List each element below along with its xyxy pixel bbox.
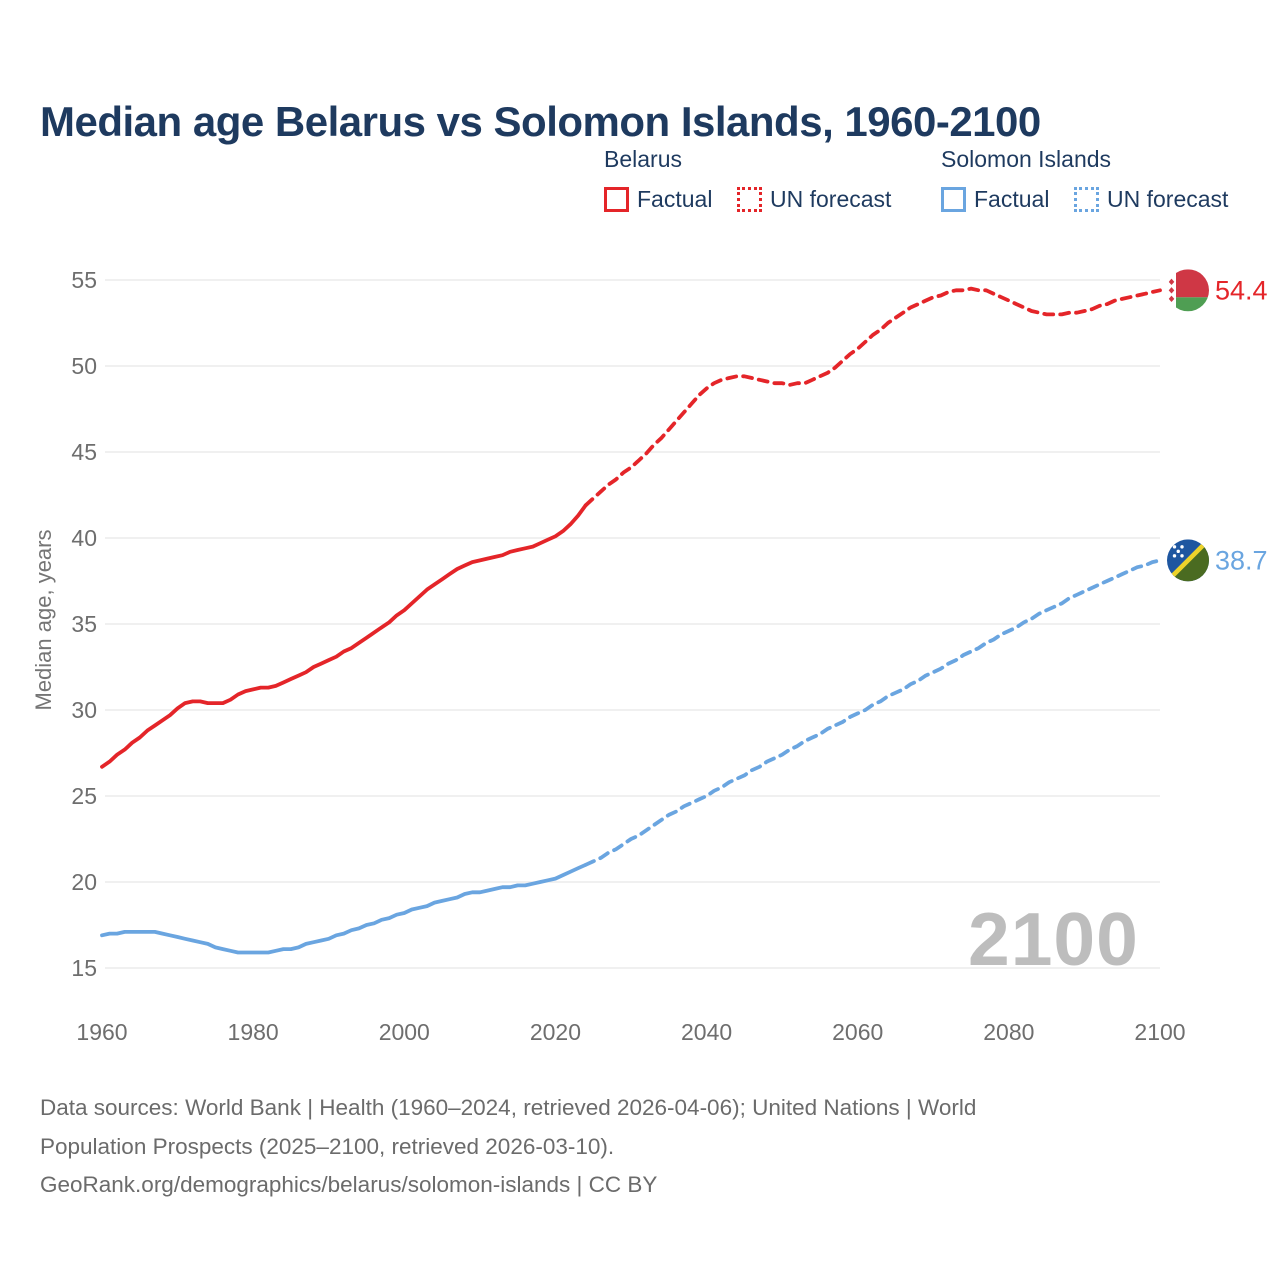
y-tick-35: 35	[71, 611, 97, 637]
legend-item-label: UN forecast	[770, 186, 892, 212]
legend-item-belarus-forecast: UN forecast	[737, 186, 891, 213]
y-tick-20: 20	[71, 869, 97, 895]
solomon-forecast-swatch-icon	[1074, 187, 1099, 212]
x-tick-2100: 2100	[1134, 1019, 1185, 1045]
belarus-forecast-swatch-icon	[737, 187, 762, 212]
series-solomon-islands-factual	[100, 862, 588, 955]
x-tick-1960: 1960	[76, 1019, 127, 1045]
legend-item-label: UN forecast	[1107, 186, 1229, 212]
y-tick-40: 40	[71, 525, 97, 551]
y-tick-50: 50	[71, 353, 97, 379]
series-belarus-forecast	[583, 286, 1162, 508]
x-tick-2000: 2000	[379, 1019, 430, 1045]
end-value-label-belarus: 54.4	[1215, 275, 1268, 305]
x-tick-1980: 1980	[228, 1019, 279, 1045]
y-tick-45: 45	[71, 439, 97, 465]
x-tick-2040: 2040	[681, 1019, 732, 1045]
belarus-flag-icon	[1167, 269, 1209, 312]
legend-item-belarus-factual: Factual	[604, 186, 712, 213]
y-tick-55: 55	[71, 267, 97, 293]
legend-item-label: Factual	[974, 186, 1050, 212]
footer-line-sources-2: Population Prospects (2025–2100, retriev…	[40, 1133, 615, 1159]
page-title: Median age Belarus vs Solomon Islands, 1…	[40, 98, 1041, 146]
series-belarus-factual	[100, 503, 588, 769]
solomon-flag-icon	[1167, 539, 1209, 582]
legend-item-solomon-forecast: UN forecast	[1074, 186, 1228, 213]
legend-group-solomon-name: Solomon Islands	[941, 146, 1112, 172]
legend-item-solomon-factual: Factual	[941, 186, 1049, 213]
legend-item-label: Factual	[637, 186, 713, 212]
solomon-factual-swatch-icon	[941, 187, 966, 212]
watermark-year: 2100	[968, 897, 1139, 981]
x-tick-2020: 2020	[530, 1019, 581, 1045]
x-tick-2080: 2080	[983, 1019, 1034, 1045]
end-value-label-solomon: 38.7	[1215, 545, 1268, 575]
series-solomon-islands-forecast	[583, 558, 1162, 867]
footer-line-sources: Data sources: World Bank | Health (1960–…	[40, 1095, 977, 1120]
y-tick-30: 30	[71, 697, 97, 723]
footer: Data sources: World Bank | Health (1960–…	[40, 1089, 976, 1205]
x-tick-2060: 2060	[832, 1019, 883, 1045]
legend-group-belarus-name: Belarus	[604, 146, 682, 172]
belarus-factual-swatch-icon	[604, 187, 629, 212]
y-tick-15: 15	[71, 955, 97, 981]
y-axis-title: Median age, years	[31, 529, 56, 711]
footer-line-attribution: GeoRank.org/demographics/belarus/solomon…	[40, 1172, 658, 1197]
y-tick-25: 25	[71, 783, 97, 809]
